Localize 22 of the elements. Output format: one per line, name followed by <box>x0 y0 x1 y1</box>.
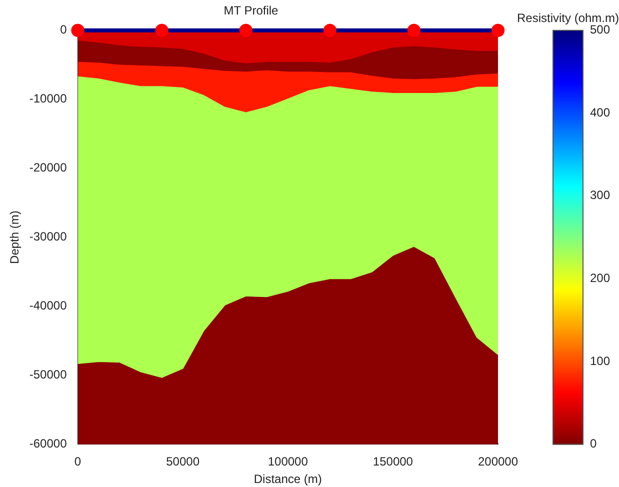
y-tick-label: -40000 <box>29 298 68 313</box>
y-tick-label: -20000 <box>29 160 68 175</box>
x-tick-label: 100000 <box>268 454 308 469</box>
chart-title: MT Profile <box>224 4 279 18</box>
x-tick-label: 50000 <box>166 454 200 469</box>
y-tick-label: -50000 <box>29 368 68 382</box>
color-bar-label: 0 <box>590 436 597 451</box>
x-tick-label: 200000 <box>478 454 518 469</box>
color-bar-label: 300 <box>590 188 610 202</box>
color-bar-title: Resistivity (ohm.m) <box>516 11 619 25</box>
color-bar-label: 400 <box>590 105 610 120</box>
y-tick-label: -30000 <box>29 230 68 244</box>
color-bar-label: 100 <box>590 354 610 368</box>
color-bar-label: 500 <box>590 22 610 37</box>
y-tick-label: -60000 <box>29 436 68 451</box>
x-tick-label: 0 <box>74 454 82 469</box>
y-axis-title: Depth (m) <box>8 210 22 264</box>
color-bar-label: 200 <box>590 270 610 285</box>
x-tick-label: 150000 <box>372 454 414 469</box>
y-tick-label: -10000 <box>29 92 68 106</box>
x-axis-title: Distance (m) <box>254 472 322 486</box>
y-tick-label: 0 <box>60 22 68 37</box>
